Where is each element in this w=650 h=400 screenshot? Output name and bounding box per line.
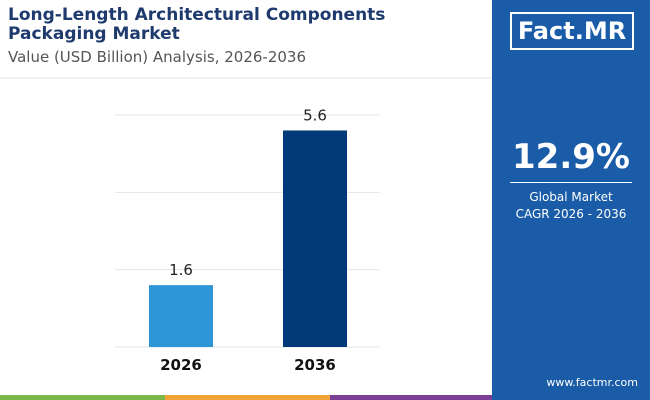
x-tick-label: 2036 <box>294 356 336 374</box>
chart-title: Long-Length Architectural Components Pac… <box>8 5 386 44</box>
separator <box>510 182 632 183</box>
strip <box>330 395 492 400</box>
strip <box>0 395 165 400</box>
value-label: 5.6 <box>303 106 327 124</box>
bar <box>283 130 347 347</box>
strip <box>492 395 650 400</box>
cagr-value: 12.9% <box>512 137 630 177</box>
chart: 2026 1.6 2036 5.6 <box>0 77 492 400</box>
side-panel: Fact.MR 12.9% Global Market CAGR 2026 - … <box>492 0 650 400</box>
logo: Fact.MR <box>510 12 634 50</box>
strip <box>165 395 330 400</box>
website: www.factmr.com <box>546 376 638 389</box>
bar <box>149 285 213 347</box>
cagr-label: Global Market <box>529 190 613 204</box>
cagr-label: CAGR 2026 - 2036 <box>515 207 627 221</box>
value-label: 1.6 <box>169 261 193 279</box>
chart-subtitle: Value (USD Billion) Analysis, 2026-2036 <box>8 48 306 66</box>
x-tick-label: 2026 <box>160 356 202 374</box>
